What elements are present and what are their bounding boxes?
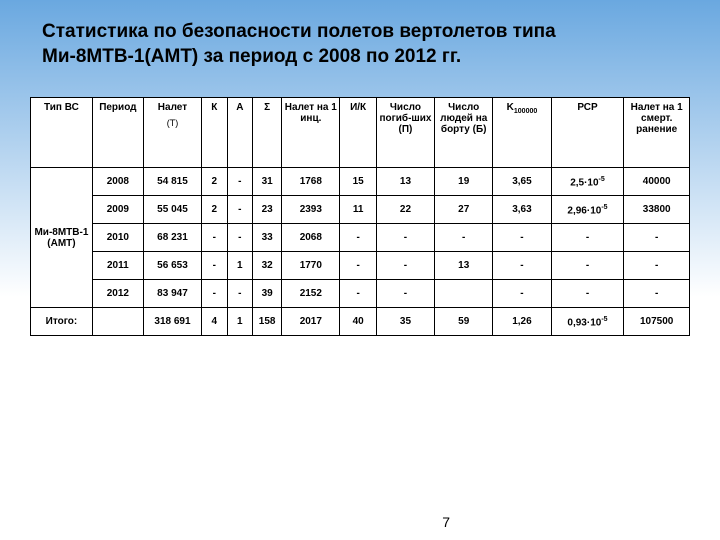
cell-nalet: 55 045 xyxy=(143,196,201,224)
col-sigma: Σ xyxy=(253,98,282,168)
cell-sigma: 33 xyxy=(253,224,282,252)
table-row: 200955 0452-2323931122273,632,96·10-5338… xyxy=(31,196,690,224)
col-smert: Налет на 1 смерт. ранение xyxy=(624,98,690,168)
cell-k100: - xyxy=(493,280,551,308)
slide-title: Статистика по безопасности полетов верто… xyxy=(30,20,690,69)
cell-pcp: - xyxy=(551,252,624,280)
col-pogib: Число погиб-ших (П) xyxy=(376,98,434,168)
cell-pcp: - xyxy=(551,280,624,308)
cell-k100: 3,63 xyxy=(493,196,551,224)
cell-total-k100: 1,26 xyxy=(493,308,551,336)
cell-total-ik: 40 xyxy=(340,308,376,336)
cell-a: - xyxy=(227,280,252,308)
cell-k100: 3,65 xyxy=(493,168,551,196)
cell-nalet: 83 947 xyxy=(143,280,201,308)
table-row: 201068 231--332068------ xyxy=(31,224,690,252)
cell-nal1: 2152 xyxy=(282,280,340,308)
cell-sigma: 23 xyxy=(253,196,282,224)
cell-total-pogib: 35 xyxy=(376,308,434,336)
col-nalet: Налет(T) xyxy=(143,98,201,168)
cell-smert: 33800 xyxy=(624,196,690,224)
cell-k: 2 xyxy=(202,168,227,196)
cell-bort: 13 xyxy=(435,252,493,280)
cell-pogib: - xyxy=(376,280,434,308)
cell-pogib: 22 xyxy=(376,196,434,224)
cell-nalet: 56 653 xyxy=(143,252,201,280)
cell-pcp: - xyxy=(551,224,624,252)
cell-type: Ми-8МТВ-1 (АМТ) xyxy=(31,168,93,308)
cell-k: - xyxy=(202,224,227,252)
cell-pcp: 2,5·10-5 xyxy=(551,168,624,196)
table-totals-row: Итого: 318 6914115820174035591,260,93·10-… xyxy=(31,308,690,336)
cell-sigma: 31 xyxy=(253,168,282,196)
col-a: А xyxy=(227,98,252,168)
cell-total-smert: 107500 xyxy=(624,308,690,336)
cell-nal1: 2068 xyxy=(282,224,340,252)
col-type: Тип ВС xyxy=(31,98,93,168)
col-period: Период xyxy=(92,98,143,168)
col-nal1: Налет на 1 инц. xyxy=(282,98,340,168)
cell-total-pcp: 0,93·10-5 xyxy=(551,308,624,336)
cell-total-nalet: 318 691 xyxy=(143,308,201,336)
cell-period: 2009 xyxy=(92,196,143,224)
cell-k: - xyxy=(202,280,227,308)
cell-smert: - xyxy=(624,224,690,252)
cell-period: 2011 xyxy=(92,252,143,280)
cell-sigma: 32 xyxy=(253,252,282,280)
cell-pogib: - xyxy=(376,252,434,280)
cell-smert: - xyxy=(624,252,690,280)
cell-bort xyxy=(435,280,493,308)
cell-nal1: 1768 xyxy=(282,168,340,196)
cell-bort: - xyxy=(435,224,493,252)
cell-k: 2 xyxy=(202,196,227,224)
cell-period: 2008 xyxy=(92,168,143,196)
cell-bort: 27 xyxy=(435,196,493,224)
cell-bort: 19 xyxy=(435,168,493,196)
cell-k: - xyxy=(202,252,227,280)
cell-total-label: Итого: xyxy=(31,308,93,336)
cell-nalet: 68 231 xyxy=(143,224,201,252)
col-pcp: РСР xyxy=(551,98,624,168)
cell-ik: 15 xyxy=(340,168,376,196)
table-header-row: Тип ВС Период Налет(T) К А Σ Налет на 1 … xyxy=(31,98,690,168)
cell-total-a: 1 xyxy=(227,308,252,336)
col-k100: K100000 xyxy=(493,98,551,168)
cell-total-nal1: 2017 xyxy=(282,308,340,336)
cell-nal1: 1770 xyxy=(282,252,340,280)
cell-a: - xyxy=(227,196,252,224)
cell-pogib: - xyxy=(376,224,434,252)
cell-period: 2012 xyxy=(92,280,143,308)
cell-ik: - xyxy=(340,224,376,252)
cell-pcp: 2,96·10-5 xyxy=(551,196,624,224)
cell-nalet: 54 815 xyxy=(143,168,201,196)
cell-a: - xyxy=(227,168,252,196)
table-row: 201156 653-1321770--13--- xyxy=(31,252,690,280)
cell-nal1: 2393 xyxy=(282,196,340,224)
cell-k100: - xyxy=(493,224,551,252)
cell-pogib: 13 xyxy=(376,168,434,196)
cell-total-k: 4 xyxy=(202,308,227,336)
cell-total-sigma: 158 xyxy=(253,308,282,336)
cell-smert: - xyxy=(624,280,690,308)
col-k: К xyxy=(202,98,227,168)
cell-total-blank xyxy=(92,308,143,336)
cell-smert: 40000 xyxy=(624,168,690,196)
col-ik: И/К xyxy=(340,98,376,168)
page-number: 7 xyxy=(442,514,450,530)
cell-total-bort: 59 xyxy=(435,308,493,336)
cell-period: 2010 xyxy=(92,224,143,252)
cell-ik: - xyxy=(340,280,376,308)
table-row: Ми-8МТВ-1 (АМТ)200854 8152-3117681513193… xyxy=(31,168,690,196)
stats-table: Тип ВС Период Налет(T) К А Σ Налет на 1 … xyxy=(30,97,690,336)
cell-a: 1 xyxy=(227,252,252,280)
table-row: 201283 947--392152----- xyxy=(31,280,690,308)
cell-ik: - xyxy=(340,252,376,280)
cell-a: - xyxy=(227,224,252,252)
cell-ik: 11 xyxy=(340,196,376,224)
col-bort: Число людей на борту (Б) xyxy=(435,98,493,168)
cell-k100: - xyxy=(493,252,551,280)
cell-sigma: 39 xyxy=(253,280,282,308)
